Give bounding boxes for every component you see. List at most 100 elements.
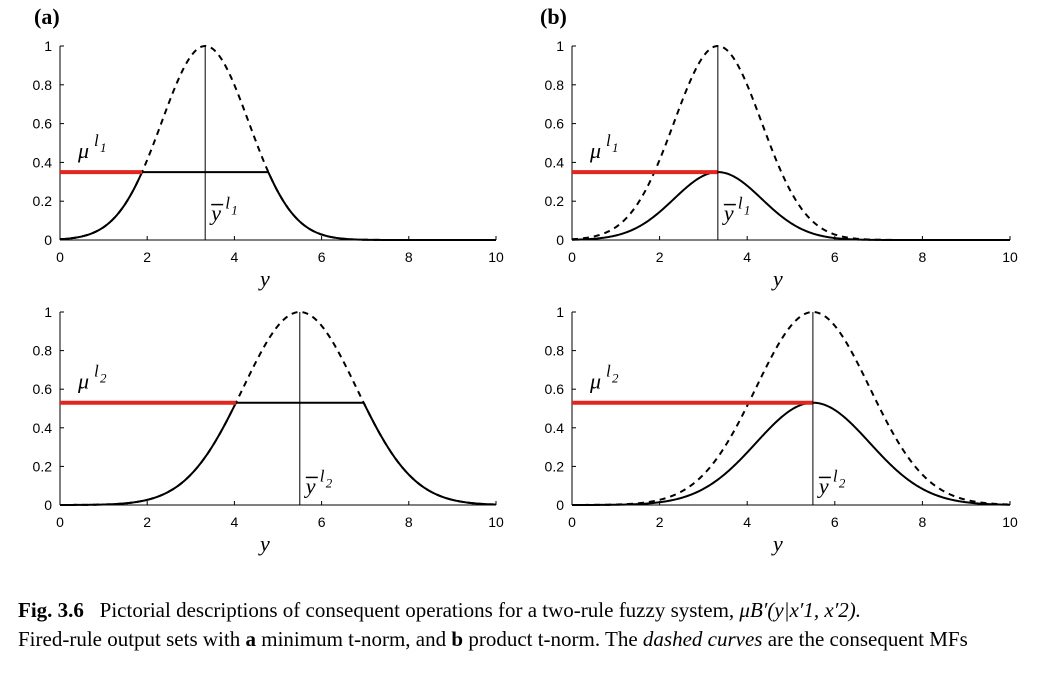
x-axis-label: y [258, 531, 270, 556]
fired-output-set-curve [59, 171, 496, 241]
x-tick-label: 10 [488, 514, 504, 530]
x-axis-label: y [771, 531, 783, 556]
y-bar-annotation-subsup: 1 [744, 203, 751, 218]
y-tick-label: 0.2 [545, 193, 565, 209]
consequent-mf-dashed-curve [59, 44, 496, 241]
mu-annotation-subsup: 2 [100, 371, 107, 386]
mu-annotation-subsup: 1 [100, 140, 107, 155]
x-tick-label: 8 [919, 514, 927, 530]
mu-annotation: μ [77, 369, 89, 394]
x-tick-label: 4 [743, 249, 751, 265]
x-axis-label: y [258, 266, 270, 291]
y-bar-annotation-sup: l [320, 466, 325, 485]
x-tick-label: 0 [568, 514, 576, 530]
x-tick-label: 8 [405, 249, 413, 265]
x-tick-label: 6 [318, 249, 326, 265]
figure-caption: Fig. 3.6 Pictorial descriptions of conse… [18, 596, 1028, 654]
x-tick-label: 2 [143, 249, 151, 265]
y-tick-label: 0.4 [33, 154, 53, 170]
mu-annotation-subsup: 2 [612, 371, 619, 386]
consequent-mf-dashed-curve [572, 310, 1011, 506]
mu-annotation-sup: l [94, 362, 99, 381]
y-tick-label: 0.6 [33, 381, 53, 397]
caption-text3: minimum t-norm, and [255, 627, 452, 651]
consequent-mf-dashed-curve [571, 44, 1010, 241]
mu-annotation-sup: l [606, 131, 611, 150]
y-tick-label: 0.4 [545, 154, 565, 170]
y-bar-annotation-subsup: 2 [326, 475, 333, 490]
fired-output-set-curve [571, 171, 1010, 241]
caption-text4: product t-norm. The [463, 627, 643, 651]
y-tick-label: 0.2 [545, 458, 565, 474]
caption-text5: are the consequent MFs [762, 627, 968, 651]
x-tick-label: 8 [919, 249, 927, 265]
fired-output-set-curve [60, 401, 497, 506]
caption-fig-label: Fig. 3.6 [18, 598, 84, 622]
y-bar-annotation-sup: l [225, 194, 230, 213]
y-bar-annotation-subsup: 1 [231, 203, 238, 218]
y-tick-label: 0.6 [545, 116, 565, 132]
y-tick-label: 1 [556, 304, 564, 320]
y-tick-label: 0.4 [33, 420, 53, 436]
x-tick-label: 2 [143, 514, 151, 530]
y-tick-label: 0.6 [545, 381, 565, 397]
y-bar-annotation-sup: l [833, 466, 838, 485]
x-tick-label: 10 [1002, 514, 1018, 530]
fired-output-set-curve [572, 401, 1011, 506]
x-tick-label: 0 [56, 249, 64, 265]
y-bar-annotation-subsup: 2 [839, 475, 846, 490]
y-tick-label: 1 [44, 38, 52, 54]
x-tick-label: 8 [405, 514, 413, 530]
x-tick-label: 4 [743, 514, 751, 530]
panel-label-b: (b) [540, 4, 567, 29]
consequent-mf-dashed-curve [60, 310, 497, 506]
x-tick-label: 10 [488, 249, 504, 265]
y-tick-label: 1 [556, 38, 564, 54]
panel-label-a: (a) [34, 4, 60, 29]
y-tick-label: 0.6 [33, 116, 53, 132]
x-tick-label: 4 [231, 249, 239, 265]
x-tick-label: 2 [656, 249, 664, 265]
y-tick-label: 0 [556, 497, 564, 513]
mu-annotation: μ [589, 369, 601, 394]
y-tick-label: 0.8 [545, 77, 565, 93]
x-tick-label: 6 [831, 249, 839, 265]
x-tick-label: 6 [831, 514, 839, 530]
y-bar-annotation: y [304, 473, 316, 498]
x-tick-label: 6 [318, 514, 326, 530]
y-tick-label: 0 [44, 232, 52, 248]
x-axis-label: y [771, 266, 783, 291]
y-tick-label: 1 [44, 304, 52, 320]
y-tick-label: 0.8 [33, 343, 53, 359]
mu-annotation: μ [589, 138, 601, 163]
y-tick-label: 0 [556, 232, 564, 248]
y-tick-label: 0.8 [545, 343, 565, 359]
x-tick-label: 0 [56, 514, 64, 530]
caption-a: a [245, 627, 256, 651]
x-tick-label: 10 [1002, 249, 1018, 265]
caption-b: b [451, 627, 464, 651]
x-tick-label: 2 [656, 514, 664, 530]
y-bar-annotation: y [722, 201, 734, 226]
x-tick-label: 0 [568, 249, 576, 265]
caption-text2: Fired-rule output sets with [18, 627, 246, 651]
y-tick-label: 0.8 [33, 77, 53, 93]
mu-annotation-sup: l [94, 131, 99, 150]
caption-dashed: dashed curves [642, 627, 763, 651]
y-tick-label: 0.2 [33, 458, 53, 474]
caption-text1: Pictorial descriptions of consequent ope… [99, 598, 740, 622]
y-bar-annotation-sup: l [738, 194, 743, 213]
y-tick-label: 0.4 [545, 420, 565, 436]
mu-annotation-sup: l [606, 362, 611, 381]
y-bar-annotation: y [209, 201, 221, 226]
mu-annotation-subsup: 1 [612, 140, 619, 155]
mu-annotation: μ [77, 138, 89, 163]
x-tick-label: 4 [231, 514, 239, 530]
caption-formula: μB′(y|x′1, x′2). [739, 598, 862, 622]
y-bar-annotation: y [817, 473, 829, 498]
